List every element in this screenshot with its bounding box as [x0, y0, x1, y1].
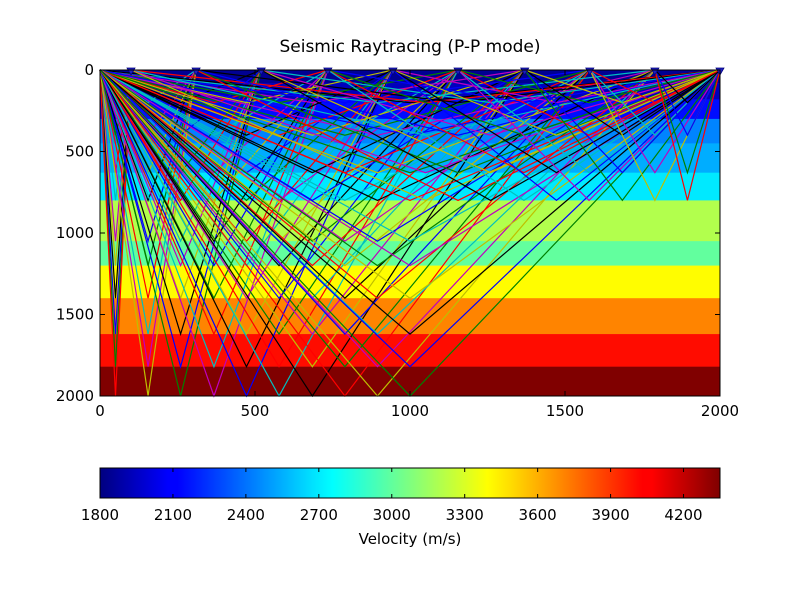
- ray-path: [99, 69, 656, 299]
- colorbar-tick-label: 3000: [373, 506, 411, 524]
- ray-path: [99, 69, 262, 337]
- colorbar-tick-label: 3900: [591, 506, 629, 524]
- ray-path: [99, 69, 721, 136]
- colorbar-ticks: 1800 2100 2400 2700 3000 3300 3600 3900 4200: [81, 468, 703, 524]
- ray-path: [654, 69, 721, 137]
- colorbar-tick-label: 3300: [446, 506, 484, 524]
- ray-path: [99, 69, 591, 368]
- y-tick-label: 500: [65, 143, 94, 161]
- ray-path: [99, 69, 721, 299]
- chart-title: Seismic Raytracing (P-P mode): [279, 37, 540, 57]
- y-tick-label: 0: [84, 61, 94, 79]
- ray-path: [99, 69, 525, 104]
- x-tick-label: 1500: [546, 402, 584, 420]
- y-axis: 0 500 1000 1500 2000: [56, 61, 720, 405]
- ray-path: [99, 69, 721, 335]
- ray-path: [654, 69, 721, 201]
- ray-path: [524, 69, 721, 202]
- ray-path: [99, 69, 656, 267]
- colorbar-tick-label: 2700: [300, 506, 338, 524]
- ray-path: [99, 69, 591, 202]
- velocity-layer: [100, 334, 720, 367]
- ray-path: [654, 69, 721, 104]
- ray-path: [99, 69, 394, 202]
- ray-path: [99, 69, 394, 369]
- ray-path: [99, 69, 394, 300]
- rays: [99, 69, 721, 398]
- x-axis: 0 500 1000 1500 2000: [95, 70, 739, 420]
- y-tick-label: 1500: [56, 306, 94, 324]
- ray-path: [99, 69, 329, 267]
- ray-path: [99, 69, 329, 104]
- ray-path: [99, 69, 459, 336]
- ray-path: [99, 69, 459, 174]
- velocity-layers: [100, 70, 720, 397]
- ray-path: [130, 69, 721, 174]
- ray-path: [99, 69, 721, 242]
- ray-path: [327, 69, 721, 174]
- ray-path: [196, 69, 721, 104]
- x-tick-label: 2000: [701, 402, 739, 420]
- ray-path: [99, 69, 459, 300]
- colorbar-tick-label: 2400: [227, 506, 265, 524]
- ray-path: [589, 69, 721, 104]
- ray-path: [99, 69, 526, 368]
- colorbar-tick-label: 2100: [154, 506, 192, 524]
- ray-path: [99, 69, 525, 174]
- ray-path: [654, 69, 721, 175]
- x-tick-label: 0: [95, 402, 105, 420]
- ray-path: [99, 69, 656, 174]
- ray-path: [457, 69, 721, 174]
- ray-path: [99, 69, 197, 203]
- colorbar: [99, 467, 721, 499]
- ray-path: [99, 69, 525, 136]
- ray-path: [99, 69, 329, 336]
- ray-path: [99, 69, 656, 242]
- x-tick-label: 500: [241, 402, 270, 420]
- colorbar-label: Velocity (m/s): [359, 530, 462, 548]
- ray-path: [99, 69, 591, 300]
- x-tick-label: 1000: [391, 402, 429, 420]
- ray-path: [261, 69, 721, 136]
- colorbar-tick-label: 4200: [664, 506, 702, 524]
- ray-path: [99, 69, 132, 266]
- ray-path: [99, 69, 591, 267]
- ray-path: [457, 69, 721, 104]
- ray-path: [260, 69, 721, 174]
- ray-path: [99, 69, 132, 299]
- ray-path: [260, 69, 721, 202]
- ray-path: [99, 69, 329, 369]
- colorbar-tick-label: 1800: [81, 506, 119, 524]
- ray-path: [589, 69, 721, 174]
- ray-path: [99, 69, 656, 202]
- ray-path: [524, 69, 721, 174]
- y-tick-label: 1000: [56, 224, 94, 242]
- y-tick-label: 2000: [56, 387, 94, 405]
- ray-path: [99, 69, 721, 368]
- ray-path: [99, 69, 394, 136]
- colorbar-tick-label: 3600: [519, 506, 557, 524]
